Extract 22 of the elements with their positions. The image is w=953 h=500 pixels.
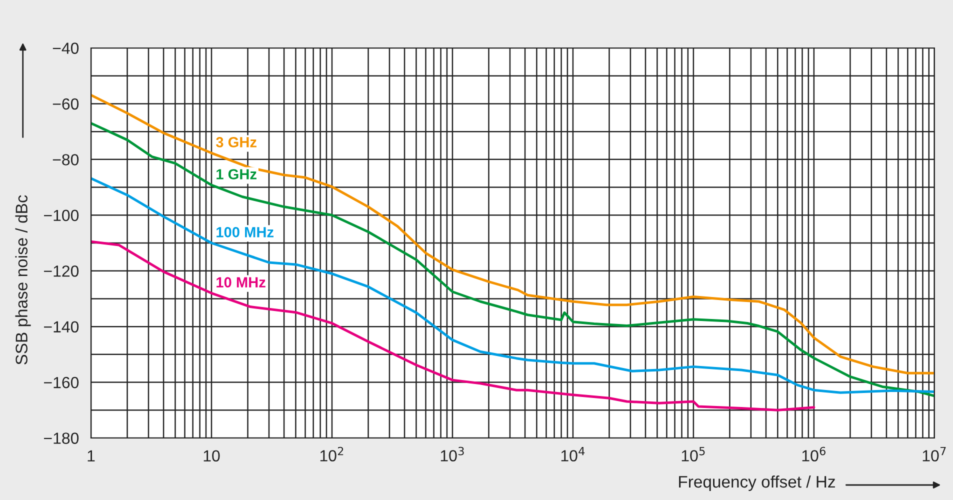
x-tick-label: 10$^{3}$ [440, 446, 464, 462]
y-tick-label: −60 [52, 98, 79, 110]
x-tick-label: 10$^{2}$ [320, 446, 344, 462]
series-label: 1 GHz [216, 169, 256, 180]
y-tick-label: −100 [44, 210, 79, 222]
series-label: 100 MHz [216, 227, 274, 238]
y-tick-label: −80 [52, 154, 79, 166]
x-axis-title: Frequency offset / Hz [679, 475, 835, 491]
series-label: 10 MHz [216, 277, 266, 288]
x-tick-label: 1 [88, 450, 95, 462]
y-tick-label: −160 [44, 376, 79, 388]
y-tick-label: −140 [44, 321, 79, 333]
series-label: 3 GHz [216, 137, 256, 148]
x-tick-label: 10 [204, 450, 220, 462]
y-tick-label: −120 [44, 265, 79, 277]
y-axis-title: SSB phase noise / dBc [15, 195, 31, 364]
x-tick-label: 10$^{4}$ [561, 447, 585, 462]
x-tick-label: 10$^{5}$ [682, 447, 705, 462]
x-tick-label: 10$^{7}$ [922, 447, 946, 462]
y-tick-label: −40 [52, 42, 79, 54]
x-tick-label: 10$^{6}$ [802, 446, 826, 462]
y-tick-label: −180 [44, 432, 79, 444]
